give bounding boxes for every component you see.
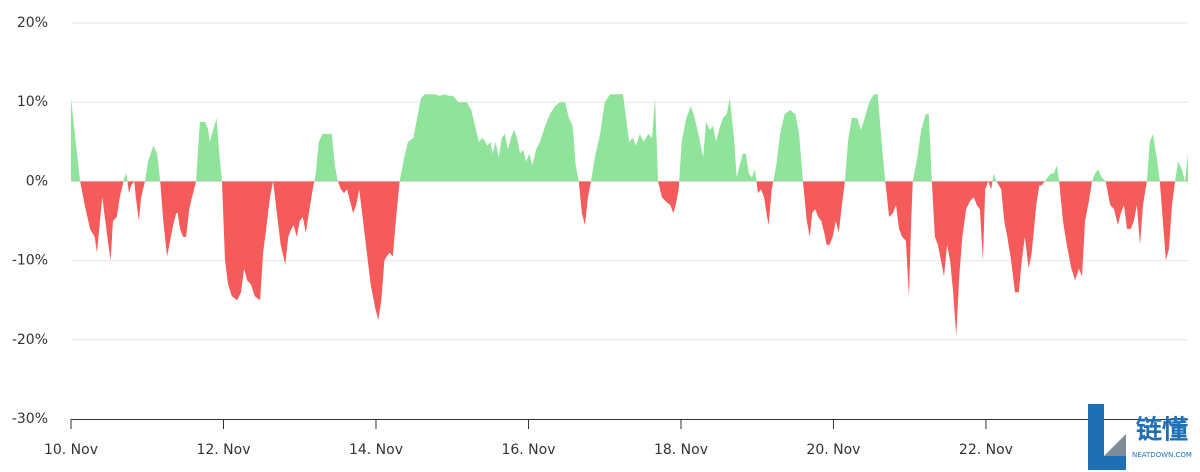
negative-area [71,181,1188,336]
y-tick-label: 20% [17,15,48,31]
watermark: 链懂 NEATDOWN.COM [1088,404,1192,470]
x-tick-label: 20. Nov [806,442,860,458]
x-tick-label: 18. Nov [654,442,708,458]
x-tick-label: 16. Nov [501,442,555,458]
x-tick-label: 10. Nov [44,442,98,458]
y-tick-label: -10% [12,253,48,269]
logo-mark [1088,404,1126,470]
positive-area [71,94,1188,182]
x-tick-label: 14. Nov [349,442,403,458]
watermark-text: 链懂 [1136,415,1188,446]
y-tick-label: 10% [17,94,48,110]
x-tick-label: 12. Nov [196,442,250,458]
y-tick-label: -30% [12,411,48,427]
x-tick-label: 22. Nov [959,442,1013,458]
logo-mark [1104,434,1126,456]
y-tick-label: -20% [12,332,48,348]
watermark-subtext: NEATDOWN.COM [1132,451,1192,459]
y-tick-label: 0% [26,173,48,189]
